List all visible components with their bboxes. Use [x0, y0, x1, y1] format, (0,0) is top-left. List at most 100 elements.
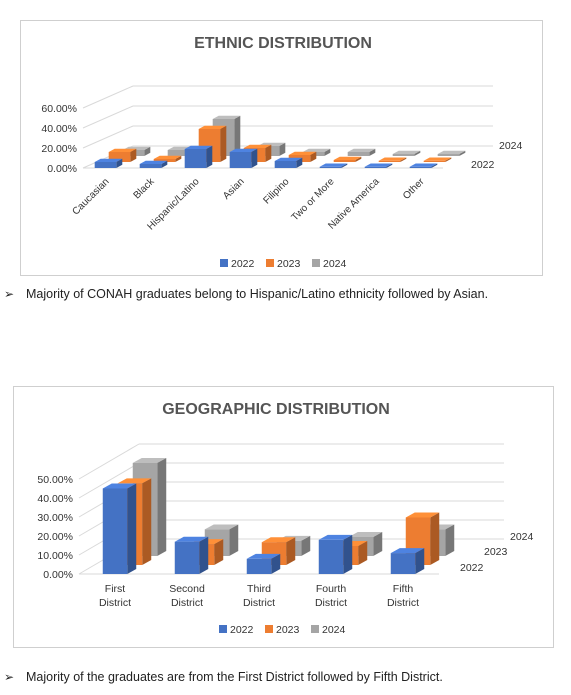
bar-2024-6 [392, 154, 415, 156]
category-label: Second [169, 583, 205, 595]
bar-top-2023 [153, 155, 182, 159]
legend-label: 2024 [322, 624, 346, 636]
bar-top-2023 [261, 537, 296, 543]
bar-side-2023 [175, 155, 182, 162]
y-tick-label: 60.00% [41, 103, 77, 115]
bar-top-2022 [246, 553, 281, 559]
ethnic-note: ➢ Majority of CONAH graduates belong to H… [4, 287, 488, 301]
bar-top-2024 [437, 150, 466, 154]
bar-top-2024 [302, 148, 331, 152]
bar-2022-3 [318, 539, 344, 574]
gridline-diagonal [82, 125, 134, 149]
bar-side-2024 [414, 150, 421, 156]
depth-label: 2024 [510, 531, 534, 543]
category-label: Third [247, 583, 271, 595]
bar-side-2023 [445, 157, 452, 162]
legend-swatch-2023 [265, 625, 273, 633]
legend-label: 2022 [231, 258, 255, 270]
legend-swatch-2024 [311, 625, 319, 633]
bar-side-2023 [355, 156, 362, 162]
bar-side-2022 [251, 148, 258, 168]
y-tick-label: 20.00% [41, 143, 77, 155]
bar-top-2024 [348, 532, 383, 537]
category-label: Other [401, 176, 427, 202]
depth-label: 2022 [460, 562, 484, 574]
bar-side-2023 [400, 157, 407, 162]
bar-2023-7 [423, 160, 446, 162]
bar-top-2024 [347, 148, 376, 152]
bar-top-2022 [94, 158, 123, 162]
depth-label: 2024 [499, 140, 523, 152]
bar-2022-6 [364, 166, 387, 168]
arrow-bullet-icon: ➢ [4, 670, 15, 684]
bar-top-2023 [288, 151, 317, 155]
category-label: Fourth [316, 583, 347, 595]
y-tick-label: 30.00% [37, 512, 73, 524]
bar-top-2023 [423, 157, 452, 161]
bar-top-2022 [319, 163, 348, 167]
category-label: District [243, 597, 275, 609]
bar-side-2023 [430, 512, 440, 565]
bar-side-2024 [229, 524, 239, 556]
bar-2022-4 [390, 553, 416, 574]
category-label: Black [132, 176, 158, 202]
legend-swatch-2022 [220, 259, 228, 267]
legend-swatch-2023 [266, 259, 274, 267]
bar-side-2022 [161, 160, 168, 168]
bar-side-2024 [279, 142, 286, 156]
gridline-diagonal [78, 443, 140, 480]
bar-side-2023 [220, 125, 227, 162]
bar-side-2024 [369, 148, 376, 156]
bar-side-2024 [301, 535, 311, 556]
bar-side-2023 [130, 148, 137, 162]
geographic-chart: GEOGRAPHIC DISTRIBUTION 0.00% 10.00% 20.00%… [13, 386, 554, 648]
bar-side-2023 [310, 151, 317, 162]
bar-top-2023 [378, 157, 407, 161]
legend-label: 2022 [230, 624, 254, 636]
bar-side-2023 [142, 478, 152, 565]
bar-top-2022 [139, 160, 168, 164]
bar-2022-3 [229, 152, 252, 168]
y-tick-label: 40.00% [41, 123, 77, 135]
chart-title: ETHNIC DISTRIBUTION [194, 35, 372, 52]
bar-side-2022 [296, 157, 303, 168]
bar-2023-0 [108, 152, 131, 162]
bar-side-2022 [415, 548, 425, 574]
bar-side-2022 [386, 163, 393, 168]
geographic-chart-svg: GEOGRAPHIC DISTRIBUTION 0.00% 10.00% 20.00%… [37, 401, 534, 636]
bar-side-2022 [431, 163, 438, 168]
bar-top-2024 [392, 150, 421, 154]
bar-2024-7 [437, 154, 460, 156]
bar-top-2024 [132, 457, 167, 463]
chart-title: GEOGRAPHIC DISTRIBUTION [162, 401, 390, 418]
category-label: District [315, 597, 347, 609]
bar-2022-4 [274, 161, 297, 168]
gridline-diagonal [78, 462, 140, 499]
bar-side-2024 [324, 148, 331, 156]
y-tick-label: 20.00% [37, 531, 73, 543]
bar-top-2024 [204, 524, 239, 530]
bar-side-2024 [157, 457, 167, 556]
bar-2023-1 [153, 159, 176, 162]
bar-side-2024 [234, 115, 241, 156]
bar-top-2022 [318, 534, 353, 540]
gridline-diagonal [82, 105, 134, 129]
arrow-bullet-icon: ➢ [4, 287, 15, 301]
bar-top-2023 [333, 156, 362, 160]
category-label: Two or More [290, 176, 337, 223]
legend-label: 2023 [276, 624, 300, 636]
bar-2022-1 [139, 164, 162, 168]
category-label: District [171, 597, 203, 609]
category-label: District [99, 597, 131, 609]
bar-side-2022 [343, 534, 353, 574]
category-label: Caucasian [70, 176, 111, 217]
bar-side-2022 [271, 553, 281, 574]
bar-side-2024 [144, 146, 151, 156]
y-tick-label: 40.00% [37, 493, 73, 505]
bar-2022-7 [409, 166, 432, 168]
bar-2023-6 [378, 160, 401, 162]
y-tick-label: 50.00% [37, 474, 73, 486]
legend-label: 2024 [323, 258, 347, 270]
bar-2022-0 [94, 162, 117, 168]
bar-side-2023 [286, 537, 296, 565]
